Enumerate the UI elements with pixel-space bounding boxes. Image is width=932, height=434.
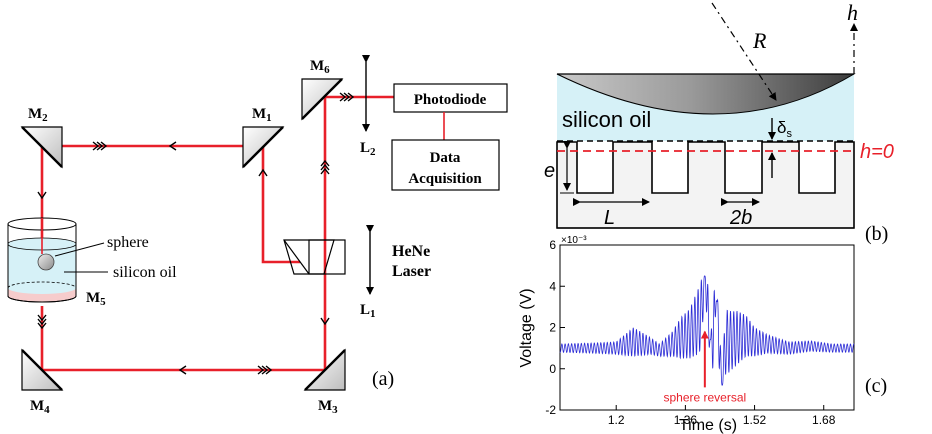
plot-frame	[559, 244, 855, 411]
radius-line	[711, 2, 777, 101]
sphere	[37, 253, 55, 271]
sphere-pointer	[54, 242, 105, 257]
lens-l2-label: L2	[360, 140, 376, 158]
panel-c-chart: 1.2 1.36 1.52 1.68 -2 0 2 4 6 ×10⁻³ Voltage (V)…	[518, 235, 887, 434]
mirror-m6-label: M6	[310, 58, 330, 76]
mirror-m3	[303, 348, 346, 391]
photodiode-box	[393, 83, 508, 113]
voltage-trace	[559, 275, 855, 386]
radius-label: R	[752, 28, 767, 53]
mirror-m5-label: M5	[86, 290, 106, 308]
x-tick-label: 1.52	[743, 413, 767, 427]
mirror-m4-label: M4	[30, 398, 50, 416]
x-tick-label: 1.2	[608, 413, 625, 427]
svg-text:δs: δs	[777, 118, 792, 140]
panel-b-oil-label: silicon oil	[562, 107, 651, 132]
h-axis-label: h	[847, 0, 858, 25]
mirror-m2	[20, 126, 63, 169]
data-acquisition-label-1: Data	[430, 150, 461, 166]
x-axis-label: Time (s)	[679, 417, 737, 434]
reversal-annotation: sphere reversal	[663, 390, 746, 404]
delta-marker: δs	[768, 118, 792, 178]
y-tick-label: 0	[549, 362, 556, 376]
mirror-m1	[242, 126, 285, 169]
y-axis-label: Voltage (V)	[518, 288, 535, 367]
y-tick-label: -2	[545, 403, 556, 417]
sphere-label: sphere	[107, 234, 149, 251]
panel-b-label: (b)	[865, 223, 888, 245]
y-tick-label: 6	[549, 238, 556, 252]
mirror-m6	[301, 78, 344, 121]
y-tick-label: 4	[549, 279, 556, 293]
panel-c-label: (c)	[865, 375, 887, 397]
mirror-m2-label: M2	[28, 106, 48, 124]
e-label: e	[544, 160, 555, 182]
panel-a-label: (a)	[372, 368, 394, 390]
laser-label-1: HeNe	[392, 243, 430, 260]
mirror-m4	[21, 348, 64, 391]
laser-label-2: Laser	[392, 263, 431, 280]
lens-l1-label: L1	[360, 302, 376, 320]
mirror-m3-label: M3	[318, 398, 338, 416]
beam-direction-arrows	[37, 92, 355, 375]
sphere-cap	[556, 73, 856, 115]
mirror-m1-label: M1	[252, 106, 272, 124]
L-label: L	[604, 207, 615, 229]
laser-beam-path	[40, 95, 394, 372]
x-tick-label: 1.68	[812, 413, 836, 427]
photodiode-label: Photodiode	[414, 92, 487, 108]
h0-label: h=0	[860, 141, 894, 163]
x-tick-label: 1.36	[674, 413, 698, 427]
data-acquisition-label-2: Acquisition	[408, 171, 482, 187]
oil-container	[7, 217, 77, 303]
2b-label: 2b	[729, 207, 752, 229]
x-ticks: 1.2 1.36 1.52 1.68	[608, 405, 836, 427]
grooved-substrate	[556, 141, 855, 229]
data-acquisition-box	[391, 139, 500, 191]
y-ticks: -2 0 2 4 6	[545, 238, 565, 417]
y-exponent-label: ×10⁻³	[561, 235, 587, 246]
y-tick-label: 2	[549, 321, 556, 335]
panel-b-geometry: R h h=0 silicon oil δs e L 2b (b)	[544, 0, 894, 245]
beam-splitter	[283, 239, 346, 275]
oil-label: silicon oil	[113, 264, 177, 281]
panel-a-optical-setup: Photodiode Data Acquisition HeNe Laser s…	[7, 55, 508, 416]
